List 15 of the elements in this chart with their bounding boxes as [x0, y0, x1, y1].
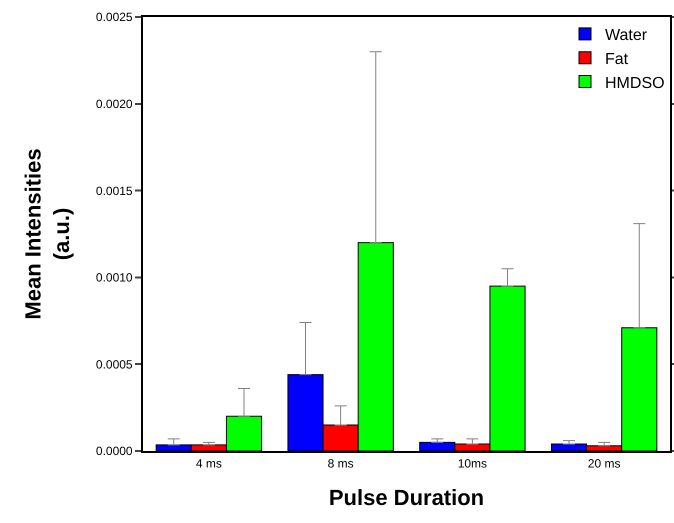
legend-label: HMDSO	[605, 74, 665, 92]
x-tick-label: 8 ms	[328, 456, 354, 470]
legend-label: Water	[605, 27, 648, 44]
y-tick-label: 0.0005	[96, 357, 133, 372]
y-tick-label: 0.0020	[96, 97, 133, 111]
y-tick-label: 0.0000	[96, 444, 133, 458]
x-tick-label: 20 ms	[588, 456, 620, 470]
x-tick-label: 4 ms	[196, 456, 222, 470]
y-tick-label: 0.0010	[96, 270, 133, 285]
y-tick-label: 0.0025	[96, 10, 133, 24]
y-axis-title: Mean Intensities (a.u.)	[20, 148, 74, 320]
x-axis-title: Pulse Duration	[328, 484, 484, 510]
legend-label: Fat	[605, 50, 629, 68]
y-tick-label: 0.0015	[96, 184, 133, 198]
x-tick-label: 10ms	[458, 456, 488, 470]
